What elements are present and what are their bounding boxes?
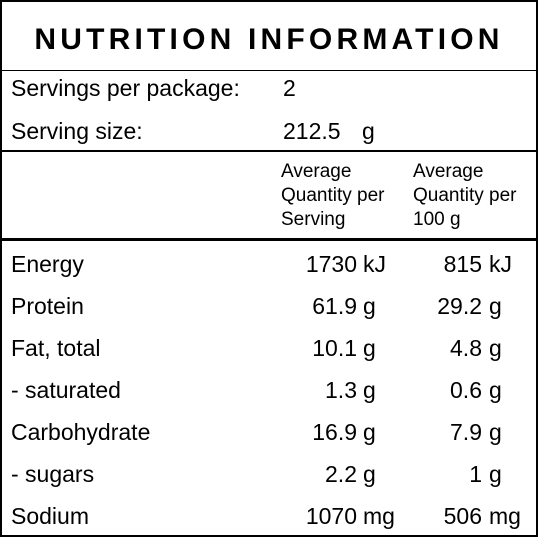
header-per-100g-line3: 100 g bbox=[413, 209, 461, 230]
serving-value: 1730 bbox=[305, 251, 357, 277]
serving-unit: g bbox=[363, 293, 376, 319]
serving-size-label: Serving size: bbox=[11, 118, 143, 144]
row-label: Protein bbox=[11, 293, 84, 319]
serving-value: 2.2 bbox=[325, 461, 357, 487]
per100-unit: g bbox=[489, 377, 502, 403]
row-label: - saturated bbox=[11, 377, 121, 403]
row-label: Energy bbox=[11, 251, 84, 277]
serving-unit: g bbox=[363, 461, 376, 487]
serving-value: 10.1 bbox=[312, 335, 357, 361]
panel-title: NUTRITION INFORMATION bbox=[34, 23, 504, 56]
row-label: - sugars bbox=[11, 461, 95, 487]
row-label: Carbohydrate bbox=[11, 419, 151, 445]
header-per-100g-line1: Average bbox=[413, 161, 484, 182]
per100-value: 29.2 bbox=[437, 293, 482, 319]
per100-value: 7.9 bbox=[450, 419, 482, 445]
header-per-serving-line2: Quantity per bbox=[281, 185, 385, 206]
per100-unit: mg bbox=[489, 503, 521, 529]
per100-value: 1 bbox=[469, 461, 482, 487]
servings-divider bbox=[2, 150, 536, 152]
serving-unit: kJ bbox=[363, 251, 386, 277]
serving-unit: mg bbox=[363, 503, 395, 529]
per100-unit: g bbox=[489, 419, 502, 445]
serving-value: 1.3 bbox=[325, 377, 357, 403]
serving-size-unit: g bbox=[362, 118, 375, 144]
serving-value: 61.9 bbox=[312, 293, 357, 319]
serving-unit: g bbox=[363, 419, 376, 445]
per100-unit: kJ bbox=[489, 251, 512, 277]
serving-value: 16.9 bbox=[312, 419, 357, 445]
header-per-serving-line1: Average bbox=[281, 161, 352, 182]
per100-value: 506 bbox=[443, 503, 482, 529]
serving-value: 1070 bbox=[305, 503, 357, 529]
serving-unit: g bbox=[363, 377, 376, 403]
serving-unit: g bbox=[363, 335, 376, 361]
servings-per-package-label: Servings per package: bbox=[11, 75, 240, 101]
header-divider bbox=[2, 238, 536, 241]
per100-unit: g bbox=[489, 461, 502, 487]
servings-per-package-value: 2 bbox=[283, 75, 296, 101]
serving-size-value: 212.5 bbox=[283, 118, 341, 144]
per100-value: 815 bbox=[443, 251, 482, 277]
per100-value: 4.8 bbox=[450, 335, 482, 361]
per100-unit: g bbox=[489, 293, 502, 319]
row-label: Fat, total bbox=[11, 335, 101, 361]
per100-unit: g bbox=[489, 335, 502, 361]
per100-value: 0.6 bbox=[450, 377, 482, 403]
title-divider bbox=[2, 70, 536, 71]
row-label: Sodium bbox=[11, 503, 89, 529]
header-per-serving-line3: Serving bbox=[281, 209, 346, 230]
header-per-100g-line2: Quantity per bbox=[413, 185, 517, 206]
